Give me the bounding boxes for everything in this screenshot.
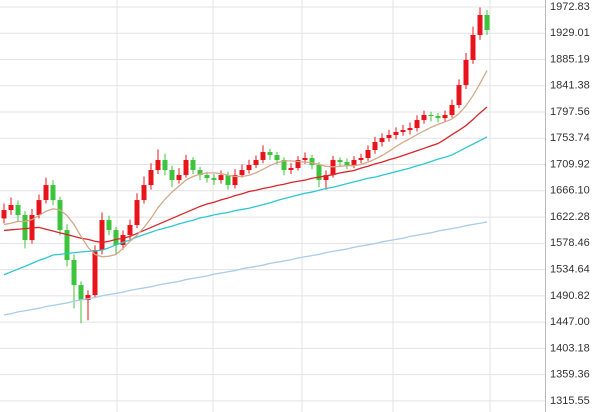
y-tick-label: 1929.01 [550,27,590,39]
candle-body [36,200,42,216]
candle-body [281,160,287,171]
candle-body [365,149,371,159]
y-tick-label: 1490.82 [550,290,590,302]
candle-body [218,175,224,181]
y-tick-label: 1359.36 [550,369,590,381]
candle-body [386,135,392,139]
candle-body [463,59,469,86]
candle-body [127,225,133,236]
y-tick-label: 1534.64 [550,263,590,275]
candle-body [246,165,252,171]
candle-body [337,160,343,163]
candle-body [267,152,273,156]
candle-body [64,230,70,261]
candle-body [428,115,434,117]
candle-body [106,220,112,231]
candle-body [190,160,196,171]
y-tick-label: 1622.28 [550,211,590,223]
candle-body [169,170,175,181]
candle-body [295,160,301,169]
y-tick-label: 1315.55 [550,395,590,407]
candle-body [414,120,420,129]
candle-body [8,205,14,211]
candle-body [232,175,238,186]
candle-body [197,170,203,176]
candle-body [323,175,329,181]
candle-body [85,295,91,301]
candle-body [274,155,280,161]
moving-average-line [3,106,488,244]
moving-average-line [3,221,488,316]
candle-body [400,130,406,133]
candle-body [99,220,105,251]
candle-body [50,185,56,201]
moving-average-line [3,70,488,258]
candle-body [78,285,84,301]
candle-body [239,170,245,176]
candle-body [372,142,378,150]
candle-body [155,160,161,171]
candle-body [358,158,364,161]
y-tick-label: 1709.92 [550,158,590,170]
candle-body [407,128,413,131]
candle-body [211,178,217,181]
candle-body [470,34,476,60]
candle-body [484,14,490,31]
candle-body [456,85,462,105]
candle-body [92,250,98,296]
candle-body [183,160,189,176]
candle-body [120,235,126,246]
candle-body [141,185,147,201]
y-tick-label: 1841.38 [550,80,590,92]
candle-body [1,210,7,219]
candle-body [71,260,77,286]
y-tick-label: 1797.56 [550,106,590,118]
candle-body [316,165,322,181]
candle-body [113,230,119,246]
candle-body [351,160,357,166]
candle-body [379,138,385,143]
candle-body [43,185,49,201]
candle-body [204,175,210,179]
candle-body [253,160,259,166]
candle-body [260,152,266,161]
candle-body [288,168,294,171]
y-tick-label: 1447.00 [550,316,590,328]
candle-body [162,160,168,171]
y-tick-label: 1666.10 [550,185,590,197]
y-tick-label: 1403.18 [550,342,590,354]
candle-body [442,115,448,119]
candle-body [302,158,308,161]
candle-body [176,175,182,181]
candle-body [435,116,441,119]
candle-body [344,162,350,166]
y-tick-label: 1578.46 [550,237,590,249]
y-tick-label: 1972.83 [550,1,590,13]
candle-body [421,115,427,121]
candle-body [309,158,315,166]
vertical-grid [116,0,491,412]
y-tick-label: 1885.19 [550,53,590,65]
candle-body [15,205,21,216]
candle-body [393,132,399,136]
candle-body [134,200,140,226]
candle-body [449,104,455,116]
candle-body [57,200,63,231]
candle-body [22,215,28,241]
candle-body [225,175,231,186]
candle-body [148,170,154,186]
y-tick-label: 1753.74 [550,132,590,144]
candle-body [477,14,483,35]
moving-average-line [3,136,488,276]
